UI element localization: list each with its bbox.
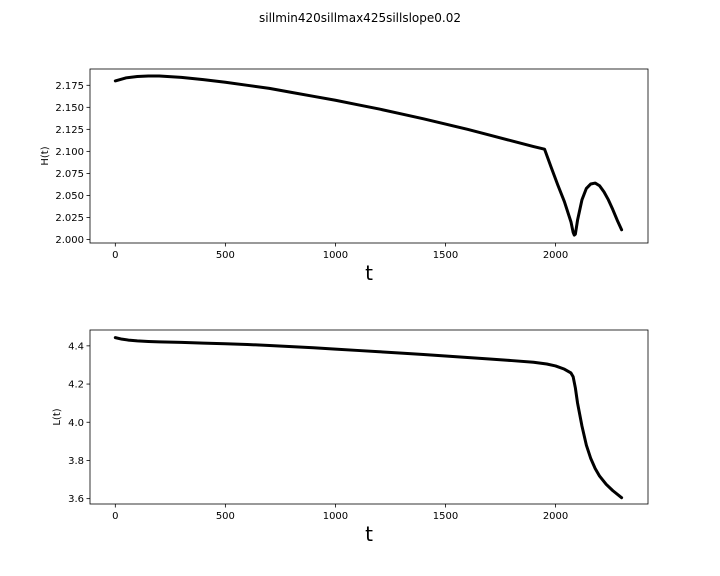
bottom-axes: 0 500 1000 1500 2000 3.6 3.8 4.0 4.2 4.4 L(t) t <box>52 329 649 546</box>
top-y-ticks: 2.000 2.025 2.050 2.075 2.100 2.125 2.150 2.175 <box>55 81 90 246</box>
top-x-tick-label: 1000 <box>323 250 348 261</box>
top-y-tick-label: 2.075 <box>55 169 84 180</box>
bottom-x-tick-label: 500 <box>216 511 235 522</box>
top-x-axis-label: t <box>365 261 373 285</box>
top-y-axis-label: H(t) <box>40 146 51 165</box>
top-y-tick-label: 2.050 <box>55 191 84 202</box>
top-x-tick-label: 500 <box>216 250 235 261</box>
top-y-tick-label: 2.125 <box>55 125 84 136</box>
top-x-tick-label: 0 <box>112 250 118 261</box>
bottom-x-axis-label: t <box>365 522 373 546</box>
bottom-y-tick-label: 4.2 <box>68 380 84 391</box>
bottom-y-tick-label: 3.8 <box>68 456 84 467</box>
top-y-tick-label: 2.150 <box>55 103 84 114</box>
top-axes: 0 500 1000 1500 2000 2.000 2.025 2.050 2.075 2.1… <box>40 68 649 285</box>
top-y-tick-label: 2.175 <box>55 81 84 92</box>
figure-title: sillmin420sillmax425sillslope0.02 <box>259 11 461 25</box>
bottom-y-tick-label: 3.6 <box>68 494 84 505</box>
top-x-tick-label: 1500 <box>433 250 458 261</box>
bottom-x-tick-label: 2000 <box>543 511 568 522</box>
top-y-tick-label: 2.025 <box>55 213 84 224</box>
bottom-x-ticks: 0 500 1000 1500 2000 <box>112 504 568 522</box>
bottom-y-tick-label: 4.0 <box>68 418 84 429</box>
bottom-series <box>113 336 624 500</box>
bottom-y-axis-label: L(t) <box>52 408 63 425</box>
top-y-tick-label: 2.000 <box>55 235 84 246</box>
top-series <box>113 74 624 237</box>
top-x-tick-label: 2000 <box>543 250 568 261</box>
bottom-series-line <box>113 336 624 500</box>
bottom-y-tick-label: 4.4 <box>68 341 84 352</box>
top-plot-frame <box>89 68 649 244</box>
bottom-plot-frame <box>89 329 649 505</box>
bottom-x-tick-label: 1000 <box>323 511 348 522</box>
bottom-x-tick-label: 0 <box>112 511 118 522</box>
bottom-x-tick-label: 1500 <box>433 511 458 522</box>
top-y-tick-label: 2.100 <box>55 147 84 158</box>
top-series-line <box>113 74 624 237</box>
bottom-y-ticks: 3.6 3.8 4.0 4.2 4.4 <box>68 341 90 505</box>
top-x-ticks: 0 500 1000 1500 2000 <box>112 243 568 261</box>
